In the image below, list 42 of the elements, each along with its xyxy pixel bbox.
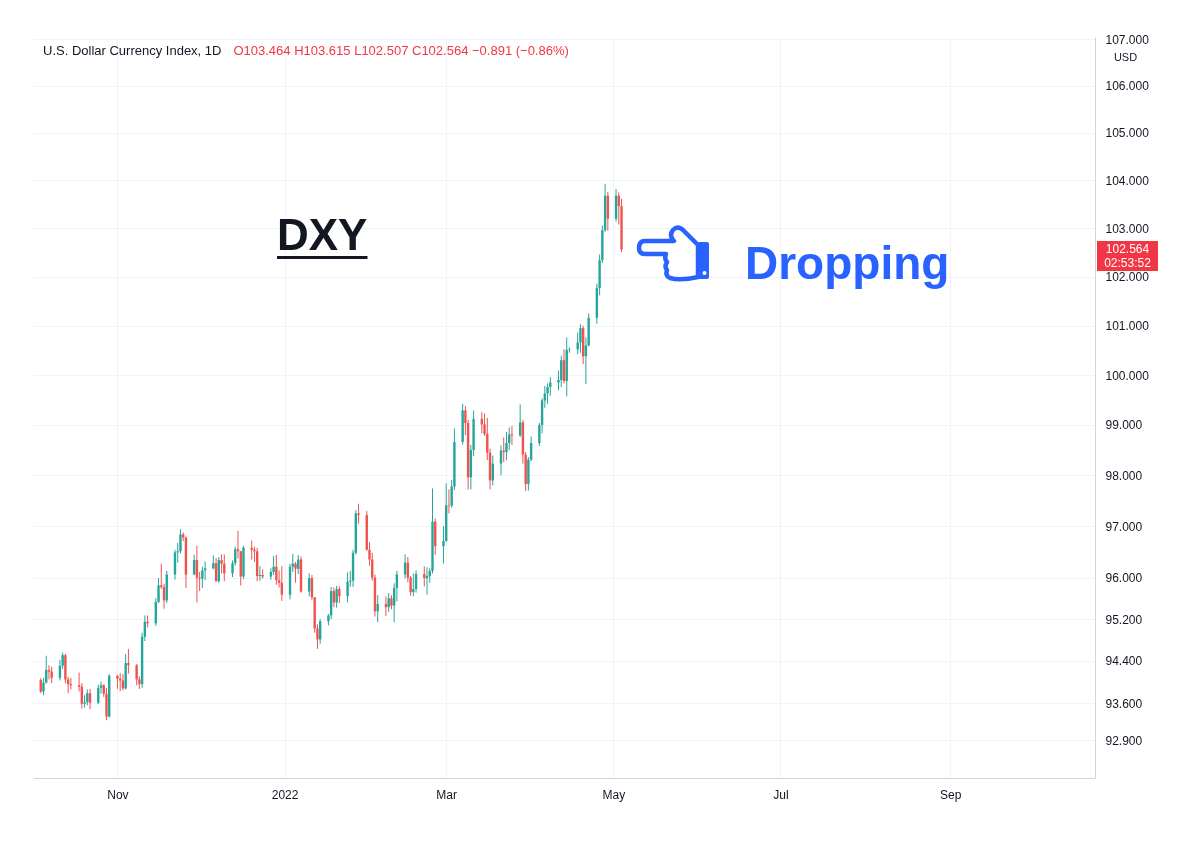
candlestick (346, 571, 349, 603)
y-tick-label: 104.000 (1105, 173, 1150, 188)
candlestick (201, 566, 204, 589)
candlestick (105, 687, 108, 721)
candlestick (579, 323, 582, 354)
x-tick-label: Jul (773, 787, 789, 802)
y-tick-label: 106.000 (1105, 79, 1150, 94)
candlestick (135, 663, 138, 686)
candlestick (127, 648, 130, 675)
candlestick (250, 540, 253, 561)
y-tick-label: 102.000 (1105, 270, 1150, 285)
y-tick-label: 96.000 (1105, 571, 1143, 586)
text: U.S. Dollar Currency Index, 1D (43, 43, 222, 58)
x-tick-label: Nov (107, 787, 129, 802)
candlestick (505, 431, 508, 461)
y-tick-label: 100.000 (1105, 368, 1150, 383)
candlestick (272, 555, 275, 576)
y-tick-label: 98.000 (1105, 468, 1143, 483)
annotation: DXY (277, 209, 368, 261)
text: O103.464 H103.615 L102.507 C102.564 −0.891 (−0.86%) (233, 43, 569, 58)
candlestick (357, 503, 360, 525)
x-tick-label: Mar (436, 787, 458, 802)
y-tick-label: 99.000 (1105, 418, 1143, 433)
y-tick-label: 94.400 (1105, 654, 1143, 669)
y-tick-label: 93.600 (1105, 696, 1143, 711)
y-tick-label: 105.000 (1105, 126, 1150, 141)
y-tick-label: 101.000 (1105, 319, 1150, 334)
candlestick (294, 561, 297, 584)
candlestick (412, 572, 415, 597)
y-tick-label: 103.000 (1105, 221, 1150, 236)
y-tick-label: 92.900 (1105, 733, 1143, 748)
price-tag: 102.564 02:53:52 (1097, 241, 1158, 272)
y-tick-label: 95.200 (1105, 612, 1143, 627)
y-tick-label: 97.000 (1105, 519, 1143, 534)
annotation: Dropping (745, 237, 950, 289)
candlestick (275, 554, 278, 586)
x-tick-label: Sep (940, 787, 962, 802)
y-tick-label: 107.000 (1105, 32, 1150, 47)
candlestick (47, 664, 51, 680)
x-tick-label: 2022 (271, 787, 299, 802)
y-axis-title: USD (1113, 50, 1138, 63)
x-tick-label: May (602, 787, 626, 802)
